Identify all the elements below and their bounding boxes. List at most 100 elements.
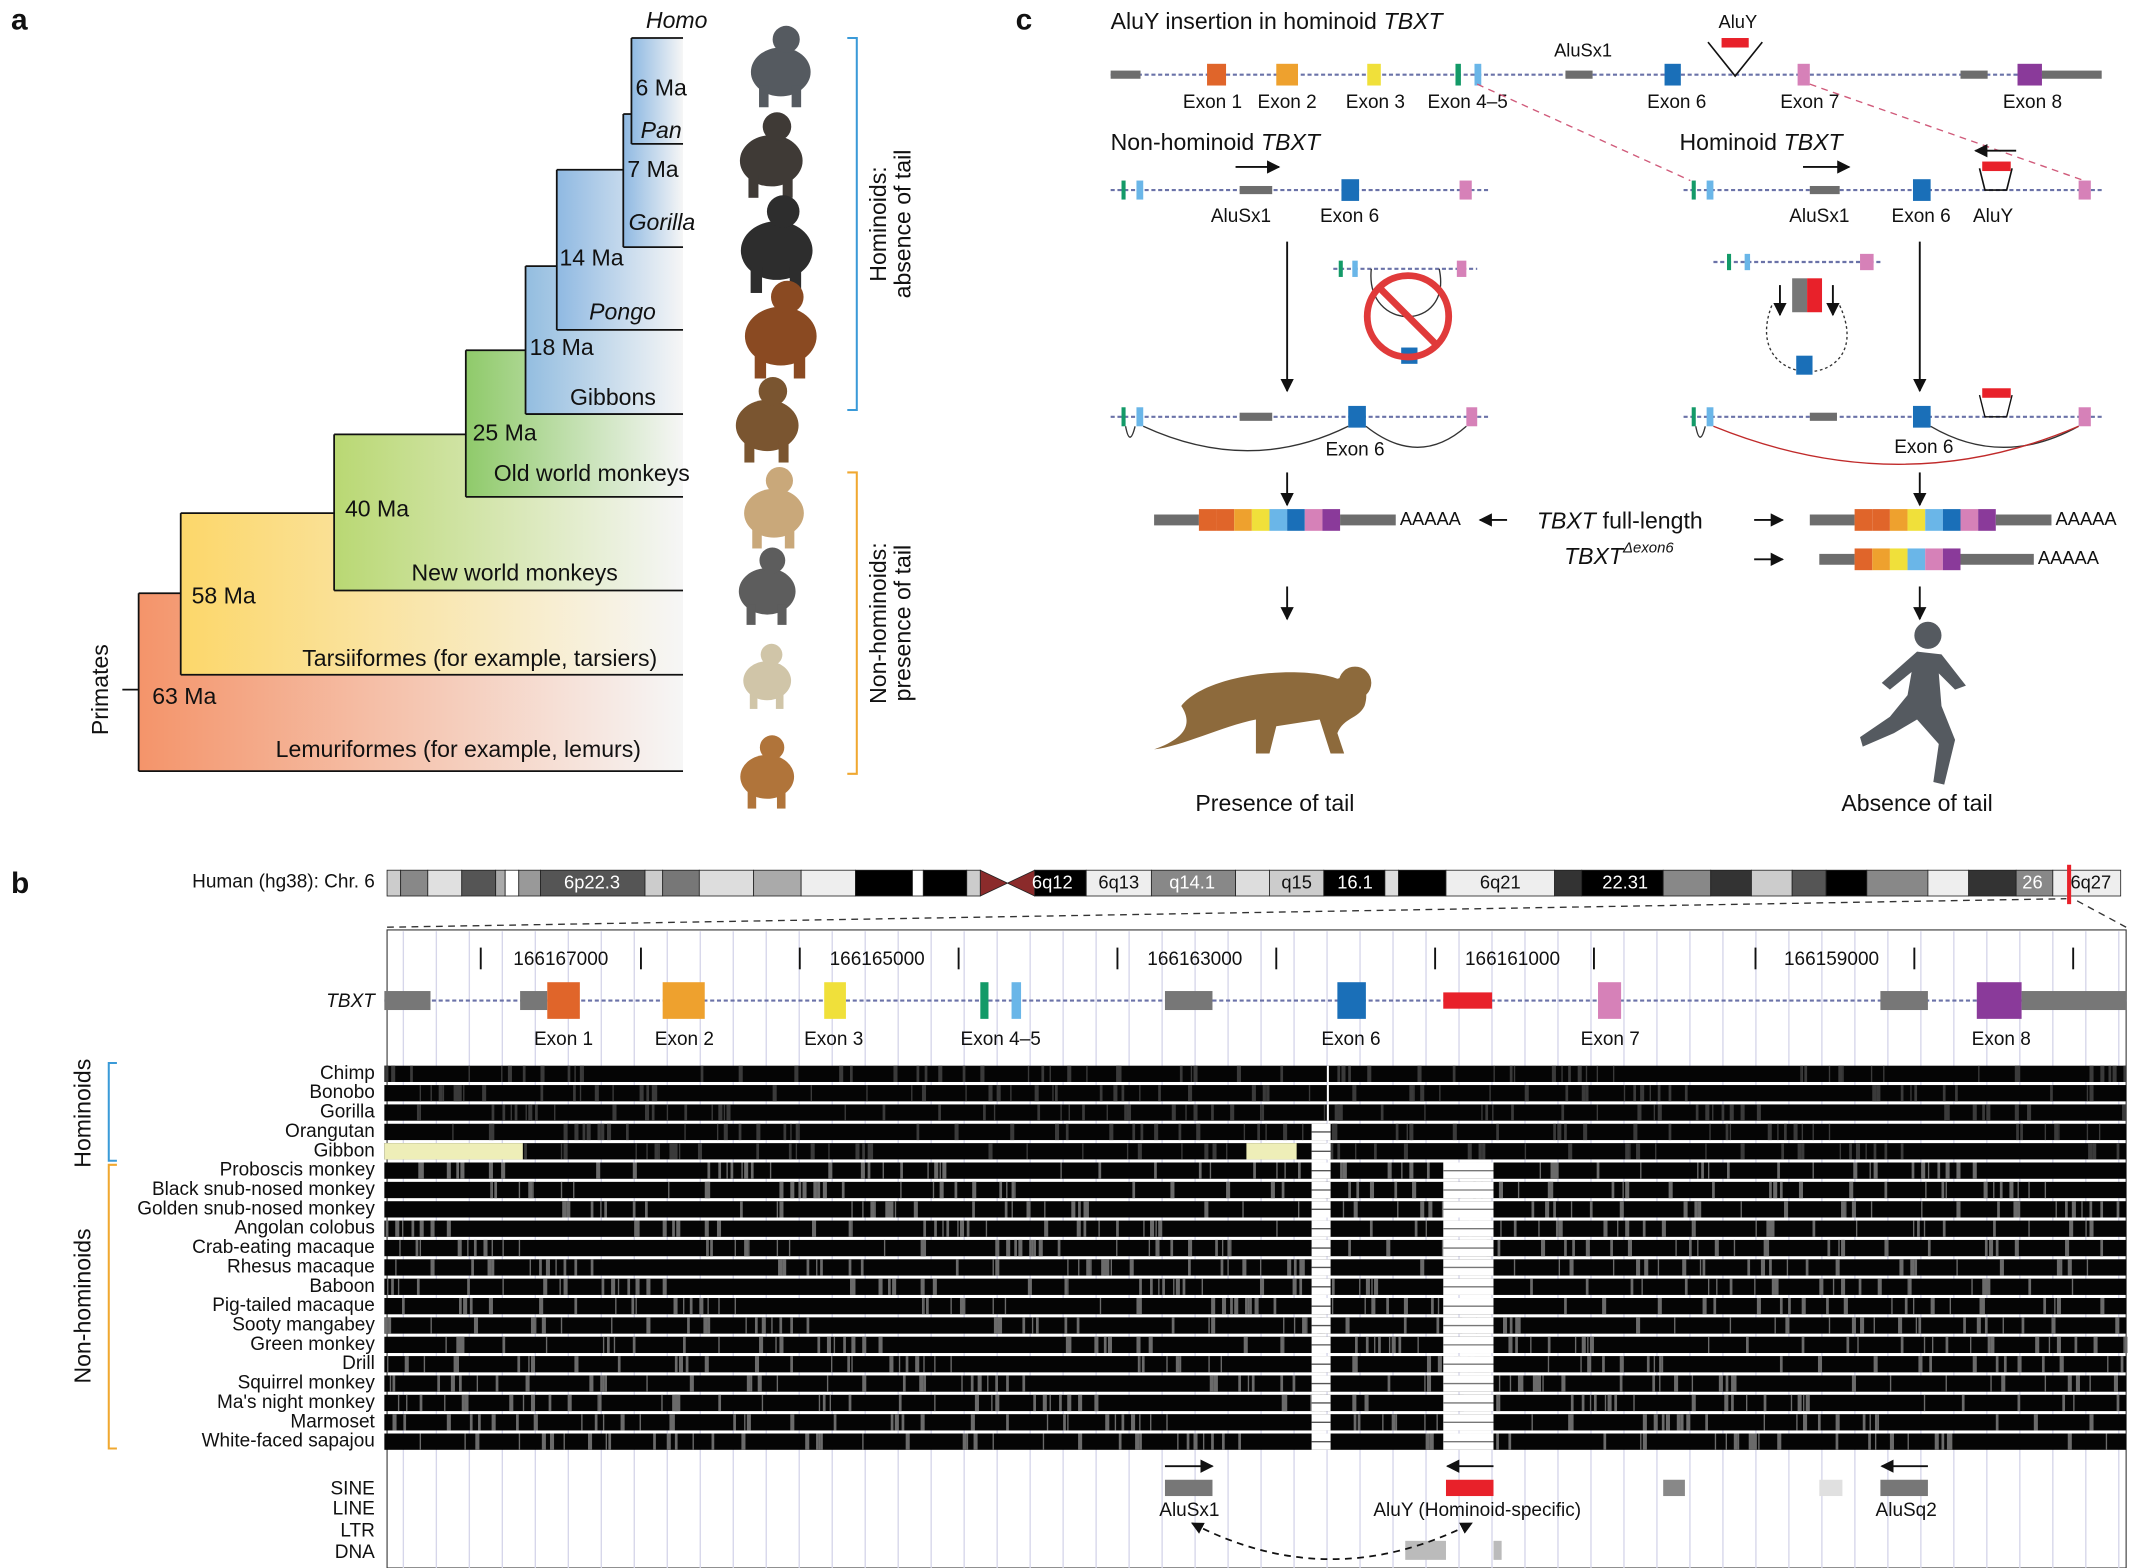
- alignment-variation: [1675, 1239, 1677, 1257]
- subtitle-text: Hominoid: [1679, 129, 1776, 155]
- animal-leg: [778, 439, 789, 463]
- alignment-variation: [1355, 1414, 1357, 1431]
- alignment-variation: [2003, 1356, 2007, 1373]
- alignment-variation: [1769, 1181, 1772, 1199]
- alignment-variation: [483, 1239, 488, 1257]
- alignment-variation: [1386, 1239, 1391, 1257]
- alignment-variation: [1665, 1414, 1670, 1431]
- alignment-variation: [590, 1259, 594, 1276]
- alignment-variation: [703, 1317, 708, 1334]
- alignment-variation: [1221, 1433, 1225, 1450]
- alignment-variation: [1646, 1356, 1650, 1373]
- alignment-variation: [1374, 1143, 1377, 1160]
- alignment-variation: [673, 1298, 678, 1315]
- alignment-variation: [2112, 1065, 2117, 1082]
- alignment-variation: [1211, 1317, 1216, 1334]
- alignment-variation: [718, 1336, 720, 1354]
- alignment-variation: [1352, 1085, 1357, 1102]
- alignment-variation: [1467, 1143, 1472, 1160]
- alignment-variation: [2089, 1085, 2094, 1102]
- alignment-variation: [2116, 1143, 2120, 1160]
- alignment-variation: [626, 1123, 629, 1141]
- alignment-variation: [1691, 1394, 1696, 1412]
- alignment-variation: [1801, 1336, 1805, 1354]
- alignment-variation: [1329, 1143, 1334, 1160]
- alignment-variation: [855, 1143, 860, 1160]
- alignment-variation: [1150, 1414, 1152, 1431]
- alignment-variation: [1177, 1278, 1179, 1295]
- chromosome-band: [1927, 869, 1970, 897]
- alignment-variation: [776, 1375, 779, 1392]
- alignment-variation: [1674, 1375, 1679, 1392]
- alignment-variation: [1355, 1143, 1357, 1160]
- box: [1110, 70, 1141, 79]
- alignment-variation: [392, 1375, 396, 1392]
- species-label: Squirrel monkey: [238, 1373, 376, 1394]
- alignment-variation: [938, 1065, 943, 1082]
- alignment-variation: [460, 1162, 465, 1179]
- alignment-variation: [1945, 1162, 1950, 1179]
- alignment-variation: [463, 1298, 468, 1315]
- alignment-variation: [1729, 1104, 1734, 1121]
- repeat: [1819, 1479, 1843, 1497]
- alignment-variation: [790, 1181, 795, 1199]
- alignment-variation: [1155, 1239, 1160, 1257]
- alignment-variation: [627, 1278, 631, 1295]
- alignment-variation: [1481, 1104, 1483, 1121]
- alignment-variation: [606, 1336, 610, 1354]
- mrna-exon: [1942, 548, 1961, 571]
- alignment-variation: [988, 1143, 993, 1160]
- alignment-variation: [1800, 1065, 1802, 1082]
- alignment-variation: [1801, 1123, 1804, 1141]
- panel-label: a: [11, 4, 28, 37]
- alignment-variation: [1774, 1317, 1776, 1334]
- alignment-variation: [866, 1085, 868, 1102]
- box: [1809, 185, 1840, 195]
- alignment-variation: [1986, 1278, 1991, 1295]
- alignment-variation: [704, 1181, 709, 1199]
- alignment-variation: [1596, 1162, 1600, 1179]
- alignment-variation: [1437, 1298, 1440, 1315]
- alignment-variation: [1565, 1085, 1569, 1102]
- alignment-variation: [1515, 1317, 1520, 1334]
- alignment-variation: [1067, 1394, 1072, 1412]
- alignment-variation: [502, 1336, 506, 1354]
- alignment-variation: [2021, 1317, 2025, 1334]
- alignment-variation: [1876, 1085, 1881, 1102]
- alignment-variation: [1945, 1375, 1947, 1392]
- alignment-variation: [1353, 1414, 1356, 1431]
- alignment-variation: [1293, 1317, 1296, 1334]
- alignment-variation: [494, 1181, 498, 1199]
- alignment-variation: [1179, 1356, 1182, 1373]
- alignment-variation: [716, 1220, 722, 1237]
- alignment-variation: [1230, 1298, 1233, 1315]
- alignment-variation: [932, 1181, 935, 1199]
- alignment-variation: [1695, 1104, 1699, 1121]
- alignment-variation: [1083, 1220, 1087, 1237]
- alignment-variation: [2009, 1181, 2014, 1199]
- alignment-variation: [723, 1104, 726, 1121]
- alignment-variation: [573, 1181, 575, 1199]
- alignment-variation: [1452, 1065, 1456, 1082]
- repeat: [1663, 1479, 1685, 1497]
- alignment-variation: [1801, 1298, 1806, 1315]
- alignment-variation: [1259, 1278, 1265, 1295]
- alignment-variation: [1843, 1298, 1848, 1315]
- alignment-variation: [817, 1181, 821, 1199]
- box: [520, 991, 548, 1011]
- exon-label: Exon 2: [1258, 92, 1317, 113]
- alignment-variation: [1585, 1239, 1590, 1257]
- alignment-variation: [1428, 1201, 1433, 1218]
- alignment-variation: [1132, 1123, 1136, 1141]
- alignment-variation: [892, 1278, 897, 1295]
- alignment-variation: [522, 1394, 525, 1412]
- alignment-variation: [670, 1414, 675, 1431]
- alignment-variation: [748, 1414, 750, 1431]
- alignment-variation: [2065, 1239, 2070, 1257]
- alignment-variation: [1709, 1123, 1711, 1141]
- alignment-variation: [954, 1181, 958, 1199]
- alignment-variation: [1819, 1278, 1824, 1295]
- alignment-variation: [1293, 1259, 1297, 1276]
- alignment-variation: [1340, 1162, 1343, 1179]
- alignment-variation: [1868, 1433, 1871, 1450]
